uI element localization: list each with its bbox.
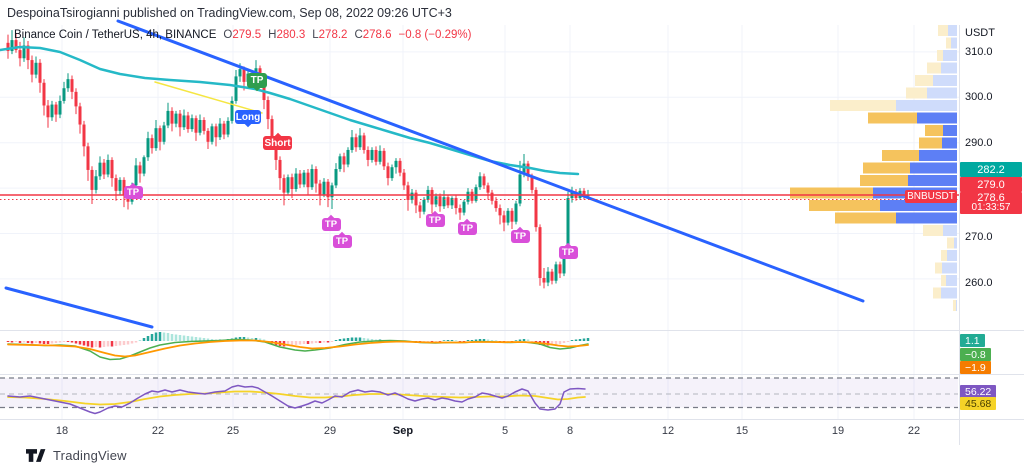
tp-green-marker: TP	[247, 73, 267, 92]
tradingview-logo-icon	[26, 449, 46, 462]
marker-label: TP	[513, 231, 527, 242]
time-axis-label[interactable]: 8	[566, 425, 574, 437]
price-label-teal: 282.2	[960, 162, 1022, 177]
marker-label: TP	[324, 219, 338, 230]
symbol-price-line-tag: BNBUSDT	[905, 190, 957, 203]
tradingview-logo-text: TradingView	[53, 448, 127, 463]
indicator-value-badge: −0.8	[960, 348, 991, 361]
tradingview-logo[interactable]: TradingView	[26, 448, 127, 463]
time-axis-label[interactable]: 25	[226, 425, 240, 437]
ohlc-key: L	[312, 29, 319, 41]
long-marker: Long	[235, 110, 261, 128]
tp-purple-marker: TP	[425, 210, 445, 227]
price-axis-label[interactable]: 270.0	[965, 231, 993, 243]
marker-label: Short	[264, 137, 291, 149]
time-axis-label[interactable]: 15	[735, 425, 749, 437]
time-axis-label[interactable]: 19	[831, 425, 845, 437]
indicator-value-badge: 45.68	[960, 397, 997, 410]
time-axis-label[interactable]: Sep	[392, 425, 414, 437]
time-axis-label[interactable]: 22	[151, 425, 165, 437]
ohlc-key: O	[223, 29, 233, 41]
tp-purple-marker: TP	[457, 218, 477, 235]
marker-label: TP	[428, 215, 442, 226]
ohlc-key: H	[268, 29, 277, 41]
indicator-value-badge: −1.9	[960, 361, 991, 374]
tp-purple-marker: TP	[123, 182, 143, 199]
ohlc-value: 280.3	[276, 29, 306, 41]
symbol-title: Binance Coin / TetherUS, 4h, BINANCE	[14, 29, 217, 41]
ohlc-values: O279.5 H280.3 L278.2 C278.6	[216, 29, 391, 41]
ohlc-key: C	[354, 29, 363, 41]
change-value: −0.8 (−0.29%)	[398, 29, 472, 41]
short-marker: Short	[263, 132, 292, 150]
bar-countdown: 01:33:57	[971, 202, 1011, 213]
tp-purple-marker: TP	[510, 226, 530, 243]
tp-purple-marker: TP	[332, 231, 352, 248]
tp-purple-marker: TP	[558, 242, 578, 259]
marker-label: TP	[250, 75, 264, 86]
indicator-value-badge: 56.22	[960, 385, 997, 398]
time-axis-label[interactable]: 12	[661, 425, 675, 437]
time-axis-label[interactable]: 5	[501, 425, 509, 437]
last-price-badge: 278.6 01:33:57	[960, 192, 1022, 214]
marker-label: TP	[335, 236, 349, 247]
marker-label: TP	[460, 223, 474, 234]
time-axis-label[interactable]: 22	[907, 425, 921, 437]
price-axis-label[interactable]: 310.0	[965, 46, 993, 58]
marker-label: TP	[126, 187, 140, 198]
ohlc-value: 278.2	[318, 29, 348, 41]
time-axis-label[interactable]: 18	[55, 425, 69, 437]
currency-label: USDT	[965, 27, 995, 39]
ohlc-value: 278.6	[362, 29, 392, 41]
indicator-value-badge: 1.1	[960, 334, 985, 347]
marker-label: Long	[235, 111, 261, 123]
tp-purple-marker: TP	[321, 214, 341, 231]
price-axis-label[interactable]: 290.0	[965, 137, 993, 149]
price-axis-label[interactable]: 300.0	[965, 91, 993, 103]
chart-legend: Binance Coin / TetherUS, 4h, BINANCE O279…	[14, 29, 471, 41]
price-axis-label[interactable]: 260.0	[965, 277, 993, 289]
attribution-text: DespoinaTsirogianni published on Trading…	[7, 6, 452, 20]
price-label-alert: 279.0	[960, 177, 1022, 192]
marker-label: TP	[561, 247, 575, 258]
last-price-value: 278.6	[977, 191, 1005, 204]
time-axis-label[interactable]: 29	[323, 425, 337, 437]
ohlc-value: 279.5	[232, 29, 262, 41]
